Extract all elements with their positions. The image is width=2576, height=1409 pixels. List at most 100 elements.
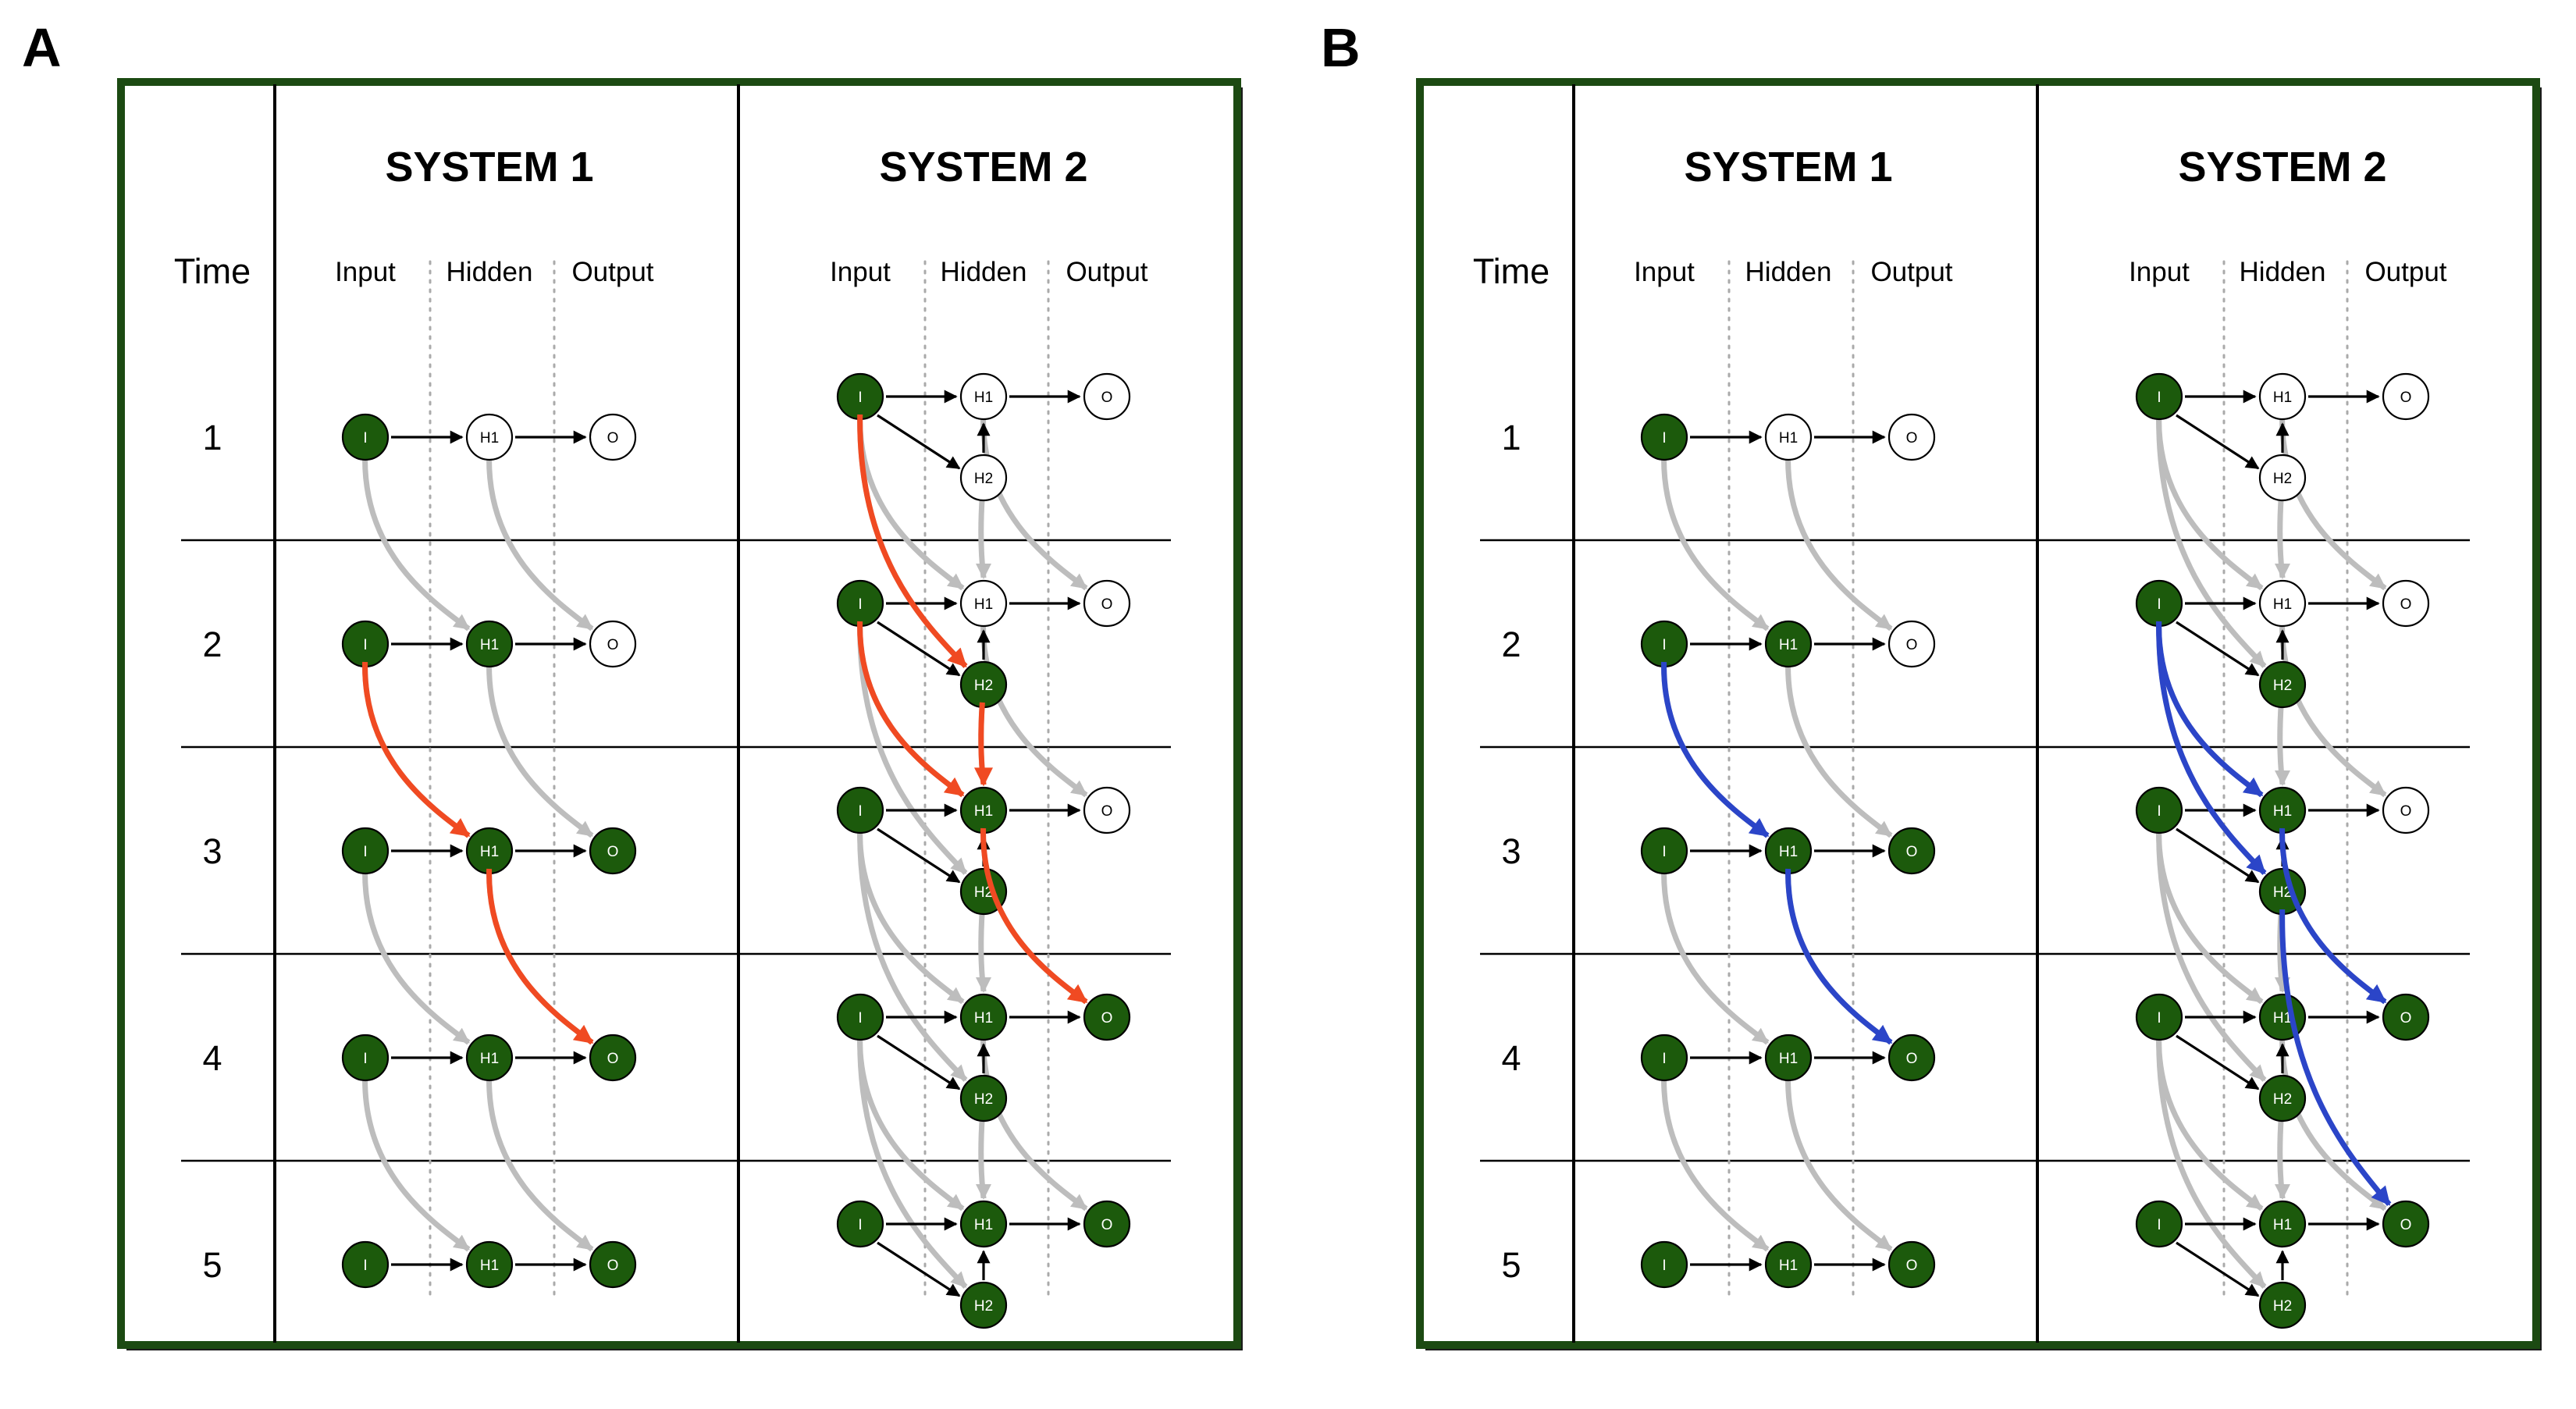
system2-column-label: Output <box>2364 257 2446 287</box>
system2-title: SYSTEM 2 <box>879 144 1087 190</box>
system1-highlight-edge <box>362 661 471 838</box>
system1-input-node-label: I <box>1662 844 1666 860</box>
system2-hidden2-node-label: H2 <box>974 471 993 487</box>
system2-delayed-edge <box>980 621 1088 798</box>
system1-delayed-edge <box>486 661 594 838</box>
system2-column-label: Output <box>1066 257 1147 287</box>
system1-hidden-node <box>1764 1034 1813 1082</box>
system2-hidden2-node <box>2258 660 2307 709</box>
system1-input-node <box>1640 1034 1688 1082</box>
system2-highlight-edge <box>2279 909 2392 1207</box>
system2-output-node <box>2382 579 2430 628</box>
system1-hidden-node-label: H1 <box>1779 1258 1798 1274</box>
system1-input-node-label: I <box>363 1051 367 1067</box>
system2-input-node-label: I <box>2157 390 2161 406</box>
system2-input-node-label: I <box>858 596 862 613</box>
system1-input-node-label: I <box>363 1258 367 1274</box>
system2-hidden2-node-label: H2 <box>974 884 993 901</box>
system1-input-node-label: I <box>363 637 367 653</box>
system1-delayed-edge <box>1785 454 1893 632</box>
system2-delayed-edge <box>857 621 968 875</box>
system1-hidden-node <box>465 1034 514 1082</box>
system1-title: SYSTEM 1 <box>1684 144 1892 190</box>
system2-delayed-edge <box>857 827 968 1082</box>
system2-delayed-edge <box>975 495 991 579</box>
system2-hidden2-node-label: H2 <box>2273 884 2292 901</box>
system1-output-node-label: O <box>607 1051 619 1067</box>
system2-input-node-label: I <box>2157 803 2161 820</box>
system1-output-node <box>1888 1034 1936 1082</box>
system2-input-node <box>836 786 884 834</box>
system1-output-node-label: O <box>607 1258 619 1274</box>
system1-output-node <box>1888 1240 1936 1289</box>
system2-input-to-h2-arrow <box>2176 1241 2260 1297</box>
system2-output-node-label: O <box>2400 596 2412 613</box>
system2-column-label: Input <box>2129 257 2190 287</box>
system2-input-node-label: I <box>2157 1217 2161 1233</box>
system1-output-node <box>589 1240 637 1289</box>
system1-output-node <box>589 413 637 461</box>
system2-highlight-edge <box>2279 827 2387 1005</box>
system1-delayed-edge <box>1661 454 1770 632</box>
system1-hidden-node-label: H1 <box>1779 637 1798 653</box>
system2-hidden1-node-label: H1 <box>974 1010 993 1027</box>
system2-input-to-h2-arrow <box>877 621 961 677</box>
system2-input-node-label: I <box>858 1217 862 1233</box>
system2-output-node <box>2382 372 2430 421</box>
system2-title: SYSTEM 2 <box>2178 144 2386 190</box>
system2-hidden2-node-label: H2 <box>974 678 993 694</box>
system2-output-node <box>1083 786 1131 834</box>
system2-input-to-h2-arrow <box>2176 827 2260 884</box>
system2-hidden1-node <box>959 1200 1008 1248</box>
system1-output-node <box>1888 827 1936 875</box>
system1-input-node <box>1640 1240 1688 1289</box>
system2-output-node <box>2382 993 2430 1041</box>
nodes: I H1 O I H1 O I H1 O I H1 O I H1 O I H1 H2 O I H1 H2 O I H1 H2 O I H… <box>1640 372 2430 1329</box>
time-step-label: 3 <box>1501 831 1521 871</box>
system1-input-node <box>1640 413 1688 461</box>
system1-hidden-node-label: H1 <box>480 844 499 860</box>
feedforward-edges <box>1690 390 2380 1297</box>
system2-output-node-label: O <box>2400 1010 2412 1027</box>
system2-output-node <box>1083 1200 1131 1248</box>
system2-hidden1-node <box>2258 372 2307 421</box>
panel-letter: B <box>1321 17 1361 78</box>
system1-delayed-edge <box>362 1075 471 1252</box>
system2-output-node <box>1083 579 1131 628</box>
system2-output-node <box>2382 1200 2430 1248</box>
system2-delayed-edge <box>2274 702 2290 786</box>
system2-input-to-h2-arrow <box>877 1241 961 1297</box>
system2-delayed-edge <box>980 414 1088 591</box>
system1-hidden-node-label: H1 <box>480 637 499 653</box>
system2-column-label: Hidden <box>2240 257 2326 287</box>
system1-hidden-node <box>1764 1240 1813 1289</box>
system1-delayed-edge <box>486 454 594 632</box>
system2-delayed-edge <box>2156 827 2267 1082</box>
system1-input-node <box>1640 827 1688 875</box>
system2-input-to-h2-arrow <box>2176 621 2260 677</box>
system2-hidden1-node <box>2258 579 2307 628</box>
system2-highlight-edge <box>857 414 968 668</box>
system2-output-node-label: O <box>2400 803 2412 820</box>
system2-delayed-edge <box>2274 495 2290 579</box>
system2-hidden1-node-label: H1 <box>2273 1010 2292 1027</box>
system1-input-node <box>341 1240 390 1289</box>
system2-input-node <box>836 1200 884 1248</box>
time-step-label: 5 <box>1501 1245 1521 1285</box>
panel-b: B Time SYSTEM 1 SYSTEM 2 Input Hidden Output In… <box>1321 17 2542 1350</box>
system2-hidden1-node <box>959 372 1008 421</box>
system2-column-label: Hidden <box>941 257 1027 287</box>
system2-input-node-label: I <box>2157 1010 2161 1027</box>
system2-output-node-label: O <box>1101 803 1113 820</box>
system2-input-node-label: I <box>2157 596 2161 613</box>
system2-hidden2-node-label: H2 <box>974 1298 993 1315</box>
system2-hidden2-node <box>2258 454 2307 502</box>
system1-hidden-node-label: H1 <box>1779 1051 1798 1067</box>
system1-output-node <box>1888 620 1936 668</box>
system2-delayed-edge <box>2279 621 2387 798</box>
system2-hidden1-node-label: H1 <box>2273 596 2292 613</box>
system1-hidden-node <box>465 413 514 461</box>
system1-column-label: Input <box>1634 257 1695 287</box>
system1-column-label: Input <box>335 257 396 287</box>
